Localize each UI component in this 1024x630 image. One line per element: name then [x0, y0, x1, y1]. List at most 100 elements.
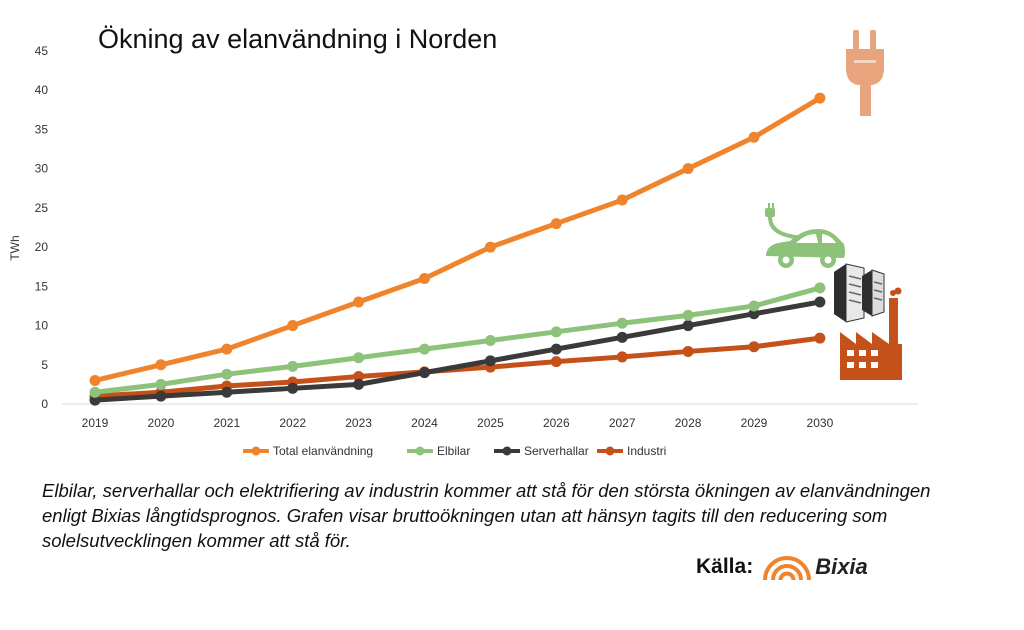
data-point [155, 378, 167, 390]
electric-car-icon [765, 203, 845, 268]
data-point [550, 343, 562, 355]
data-point [89, 374, 101, 386]
data-point [419, 367, 430, 379]
series-serverhallar [89, 296, 826, 406]
series-line [92, 299, 823, 403]
legend-label: Serverhallar [524, 444, 589, 458]
source-brand: Bixia [815, 554, 868, 579]
data-point [419, 272, 430, 284]
series-line [92, 335, 823, 399]
factory-icon [840, 287, 902, 380]
caption-line-2: enligt Bixias långtidsprognos. Grafen vi… [42, 505, 888, 526]
data-point [682, 345, 694, 357]
data-point [353, 371, 365, 383]
data-point [484, 334, 496, 346]
y-tick-label: 15 [35, 279, 49, 293]
data-point [682, 320, 694, 332]
x-tick-label: 2023 [345, 416, 372, 430]
data-point [89, 386, 101, 398]
legend-item: Total elanvändning [243, 444, 373, 458]
data-point [287, 320, 299, 332]
x-tick-label: 2028 [675, 416, 702, 430]
legend-item: Industri [597, 444, 666, 458]
data-point [155, 359, 167, 371]
legend-item: Elbilar [407, 444, 470, 458]
data-point [616, 194, 628, 206]
x-tick-label: 2026 [543, 416, 570, 430]
x-tick-label: 2020 [148, 416, 175, 430]
chart-title: Ökning av elanvändning i Norden [98, 24, 497, 54]
legend-label: Industri [627, 444, 666, 458]
y-tick-label: 10 [35, 319, 49, 333]
data-point [221, 368, 233, 380]
legend: Total elanvändning Elbilar Serverhallar Ind… [243, 444, 666, 458]
data-point [287, 382, 299, 394]
legend-label: Total elanvändning [273, 444, 373, 458]
data-point [748, 131, 760, 143]
data-point [616, 351, 628, 363]
series-total-elanv-ndning [89, 92, 826, 386]
y-axis: 0 5 10 15 20 25 30 35 40 45 [35, 44, 49, 411]
x-tick-label: 2022 [279, 416, 306, 430]
legend-swatch-marker [251, 446, 261, 456]
series-elbilar [89, 282, 826, 398]
y-tick-label: 35 [35, 122, 49, 136]
y-tick-label: 0 [41, 397, 48, 411]
source: Källa: Bixia [696, 550, 868, 584]
y-tick-label: 45 [35, 44, 49, 58]
legend-item: Serverhallar [494, 444, 589, 458]
data-point [814, 92, 826, 104]
series-line [92, 285, 823, 395]
x-tick-label: 2030 [807, 416, 834, 430]
x-tick-label: 2021 [213, 416, 240, 430]
data-point [221, 386, 233, 398]
data-point [616, 317, 628, 329]
data-point [748, 308, 760, 320]
caption-line-3: solelsutvecklingen kommer att stå för. [42, 530, 351, 551]
data-point [155, 390, 167, 402]
data-point [814, 296, 826, 308]
data-point [353, 296, 365, 308]
data-point [550, 218, 562, 230]
data-point [89, 394, 101, 406]
data-point [550, 356, 562, 368]
plot-area [89, 92, 826, 406]
x-tick-label: 2029 [741, 416, 768, 430]
x-tick-label: 2025 [477, 416, 504, 430]
source-label: Källa: [696, 555, 754, 578]
caption: Elbilar, serverhallar och elektrifiering… [42, 478, 1017, 553]
y-tick-label: 40 [35, 83, 49, 97]
y-tick-label: 25 [35, 201, 49, 215]
y-tick-label: 30 [35, 162, 49, 176]
bixia-logo-icon [763, 556, 812, 581]
y-tick-label: 5 [41, 358, 48, 372]
plug-icon [846, 30, 884, 116]
data-point [550, 326, 562, 338]
data-point [814, 282, 826, 294]
legend-swatch-marker [605, 446, 615, 456]
data-point [814, 332, 826, 344]
data-point [287, 360, 299, 372]
data-point [353, 378, 365, 390]
legend-swatch-marker [502, 446, 512, 456]
series-line [92, 95, 823, 383]
data-point [682, 309, 694, 321]
server-icon [834, 263, 885, 323]
data-point [419, 343, 430, 355]
data-point [682, 163, 694, 175]
data-point [353, 352, 365, 364]
legend-label: Elbilar [437, 444, 470, 458]
y-tick-label: 20 [35, 240, 49, 254]
data-point [616, 331, 628, 343]
x-tick-label: 2019 [82, 416, 109, 430]
x-tick-label: 2024 [411, 416, 438, 430]
legend-swatch-marker [415, 446, 425, 456]
x-axis: 2019 2020 2021 2022 2023 2024 2025 2026 2027 2028… [82, 416, 834, 430]
data-point [748, 341, 760, 353]
data-point [484, 355, 496, 367]
x-tick-label: 2027 [609, 416, 636, 430]
data-point [221, 343, 233, 355]
caption-line-1: Elbilar, serverhallar och elektrifiering… [42, 480, 931, 501]
data-point [748, 300, 760, 312]
